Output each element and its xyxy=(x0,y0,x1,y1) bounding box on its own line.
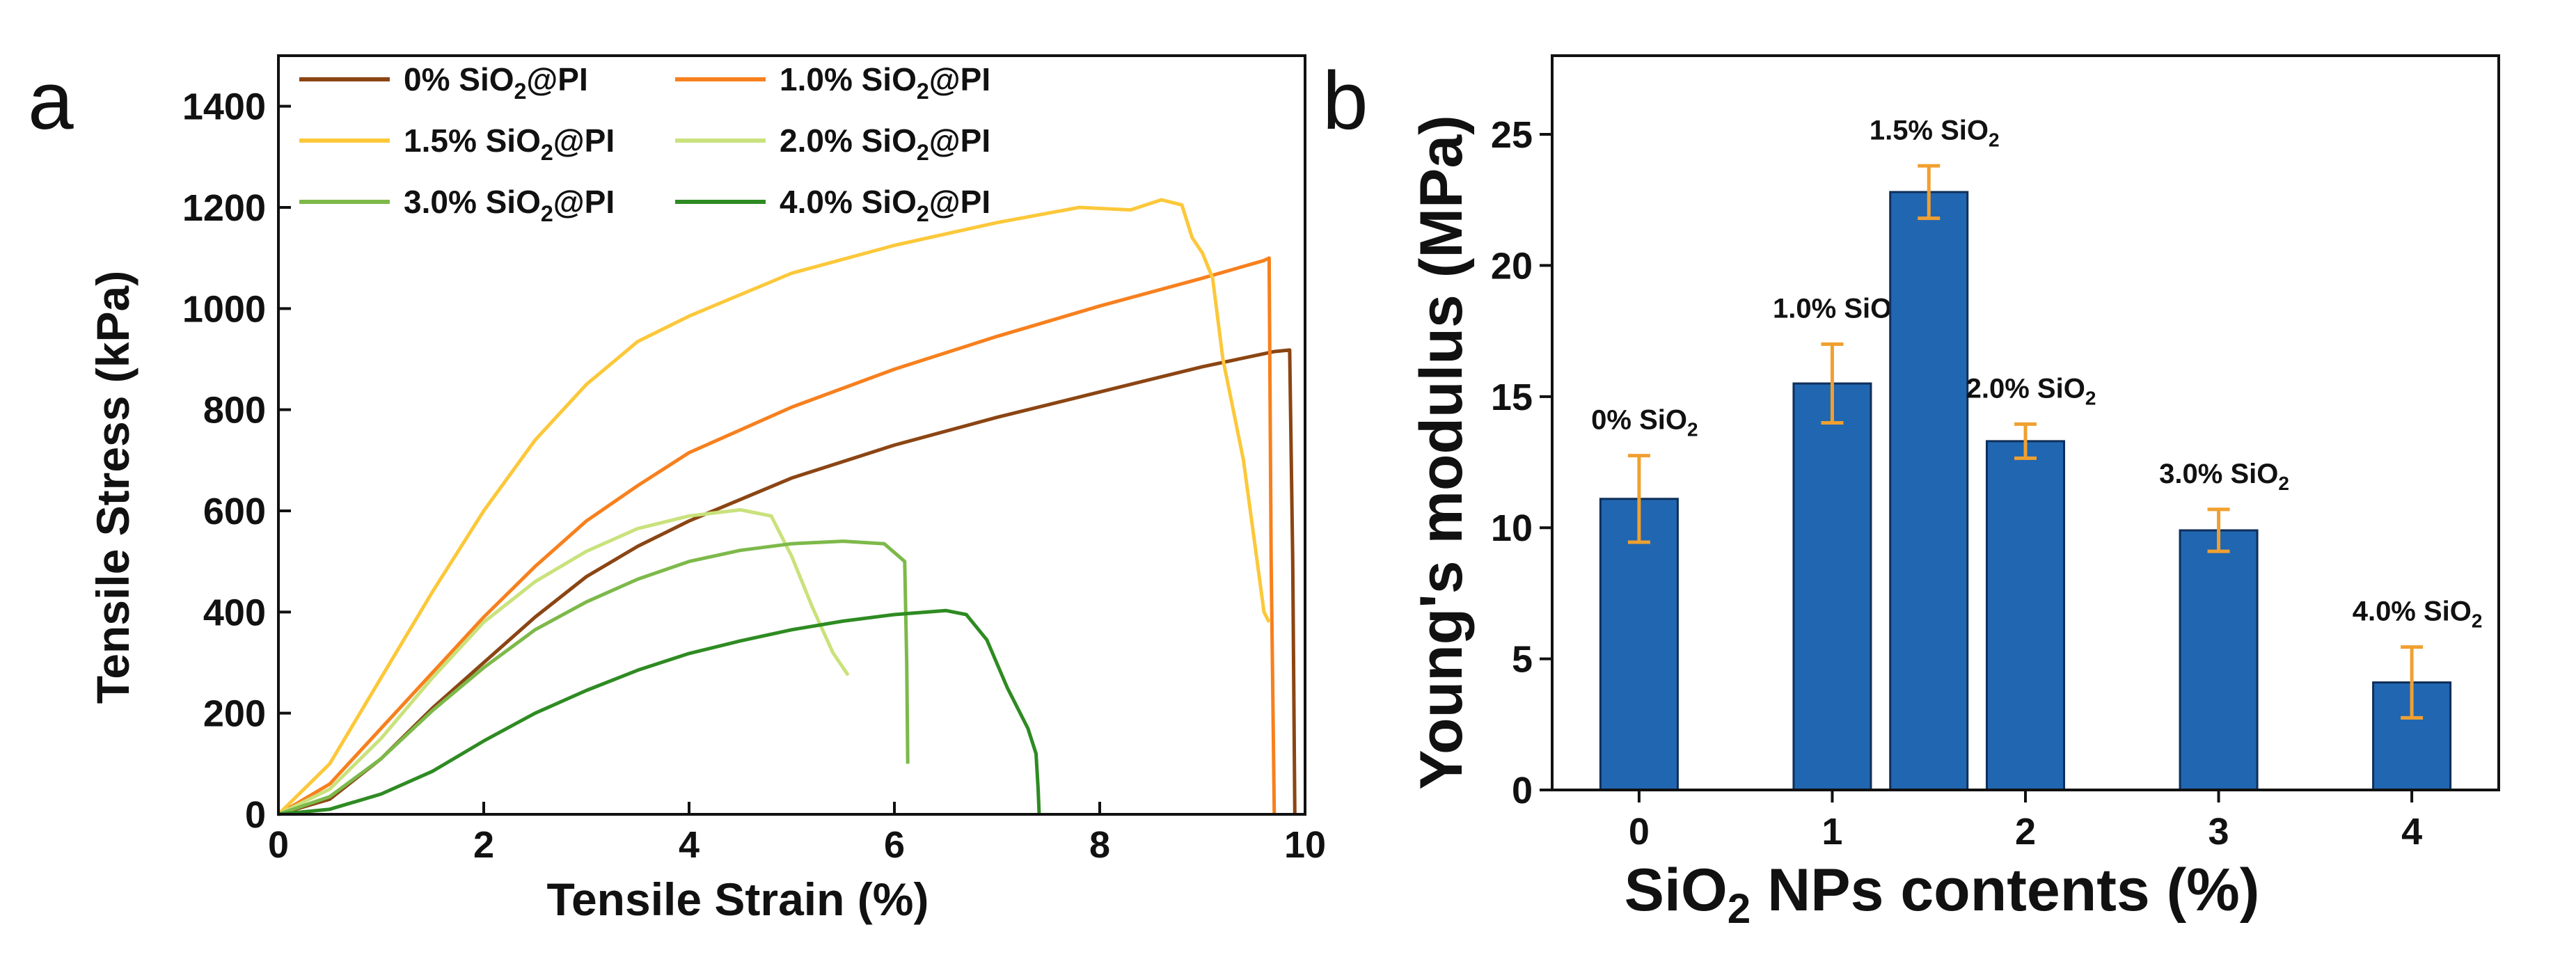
y-tick-label: 400 xyxy=(203,592,266,633)
bar-label-4: 3.0% SiO2 xyxy=(2159,459,2289,494)
panel-a-x-axis-label: Tensile Strain (%) xyxy=(547,873,929,925)
panel-a-y-axis-label: Tensile Stress (kPa) xyxy=(87,271,139,704)
y-tick-label: 200 xyxy=(203,693,266,735)
y-tick-label: 1200 xyxy=(182,187,266,229)
y-tick-label: 5 xyxy=(1512,639,1533,681)
panel-a-label: a xyxy=(28,55,74,147)
y-tick-label: 10 xyxy=(1491,507,1533,549)
legend-entry-4: 3.0% SiO2@PI xyxy=(404,184,615,226)
x-tick-label: 0 xyxy=(268,824,289,866)
x-tick-label: 8 xyxy=(1089,824,1110,866)
x-tick-label: 0 xyxy=(1629,811,1650,853)
error-bar-1 xyxy=(1821,342,1844,425)
x-tick-label: 2 xyxy=(2015,811,2036,853)
y-tick-label: 0 xyxy=(245,794,266,836)
series-line-5 xyxy=(278,608,1041,816)
legend-entry-2: 1.5% SiO2@PI xyxy=(404,122,615,165)
panel-b-youngs-modulus-chart: b 0% SiO2 1.0% SiO2 1.5% SiO2 2.0% SiO2 3.0%… xyxy=(1322,54,2500,932)
x-tick-label: 1 xyxy=(1822,811,1842,853)
x-tick-label: 2 xyxy=(473,824,494,866)
y-tick-label: 20 xyxy=(1491,245,1533,287)
x-tick-label: 10 xyxy=(1284,824,1326,866)
series-line-2 xyxy=(277,198,1271,816)
bar-1 xyxy=(1792,382,1872,791)
y-tick-label: 600 xyxy=(203,491,266,532)
bar-2 xyxy=(1889,191,1969,791)
y-tick-label: 1000 xyxy=(182,288,266,330)
legend-entry-3: 2.0% SiO2@PI xyxy=(780,122,990,165)
y-tick-label: 15 xyxy=(1491,377,1533,418)
y-tick-label: 800 xyxy=(203,390,266,432)
panel-a-legend: 0% SiO2@PI 1.0% SiO2@PI 1.5% SiO2@PI 2.0% S… xyxy=(299,61,990,226)
bar-label-3: 2.0% SiO2 xyxy=(1966,373,2096,409)
bar-3 xyxy=(1985,440,2066,791)
panel-b-plot-area: 0% SiO2 1.0% SiO2 1.5% SiO2 2.0% SiO2 3.0% S… xyxy=(1491,54,2500,853)
bar-4 xyxy=(2179,529,2259,791)
series-line-0 xyxy=(278,348,1297,816)
legend-entry-0: 0% SiO2@PI xyxy=(404,61,588,104)
error-bar-4 xyxy=(2207,507,2230,553)
error-bar-2 xyxy=(1918,164,1941,221)
series-line-4 xyxy=(278,539,910,816)
panel-a-stress-strain-chart: a 0 2 4 6 8 10 0 200 400 600 800 1000 1200 1400 Tensi… xyxy=(28,54,1326,925)
panel-b-x-axis-label: SiO2 NPs contents (%) xyxy=(1625,857,2260,932)
y-tick-label: 1400 xyxy=(182,86,266,128)
x-tick-label: 3 xyxy=(2208,811,2229,853)
bar-label-0: 0% SiO2 xyxy=(1591,405,1698,441)
legend-entry-5: 4.0% SiO2@PI xyxy=(780,184,990,226)
x-tick-label: 6 xyxy=(884,824,905,866)
legend-entry-1: 1.0% SiO2@PI xyxy=(780,61,990,104)
panel-a-frame xyxy=(277,54,1306,816)
bar-label-5: 4.0% SiO2 xyxy=(2353,596,2483,632)
bar-label-2: 1.5% SiO2 xyxy=(1870,115,2000,150)
error-bar-5 xyxy=(2401,645,2424,720)
y-tick-label: 0 xyxy=(1512,770,1533,812)
series-line-1 xyxy=(277,256,1277,816)
panel-a-plot-area: 0 2 4 6 8 10 0 200 400 600 800 1000 1200 1400 xyxy=(182,54,1326,866)
bar-label-1: 1.0% SiO2 xyxy=(1773,293,1903,329)
x-tick-label: 4 xyxy=(679,824,700,866)
series-line-3 xyxy=(277,508,850,816)
bar-0 xyxy=(1599,498,1679,791)
error-bar-0 xyxy=(1627,454,1650,544)
x-tick-label: 4 xyxy=(2401,811,2422,853)
panel-b-y-axis-label: Young's modulus (MPa) xyxy=(1408,115,1475,790)
error-bar-3 xyxy=(2014,422,2037,460)
panel-b-label: b xyxy=(1322,55,1368,147)
y-tick-label: 25 xyxy=(1491,114,1533,156)
